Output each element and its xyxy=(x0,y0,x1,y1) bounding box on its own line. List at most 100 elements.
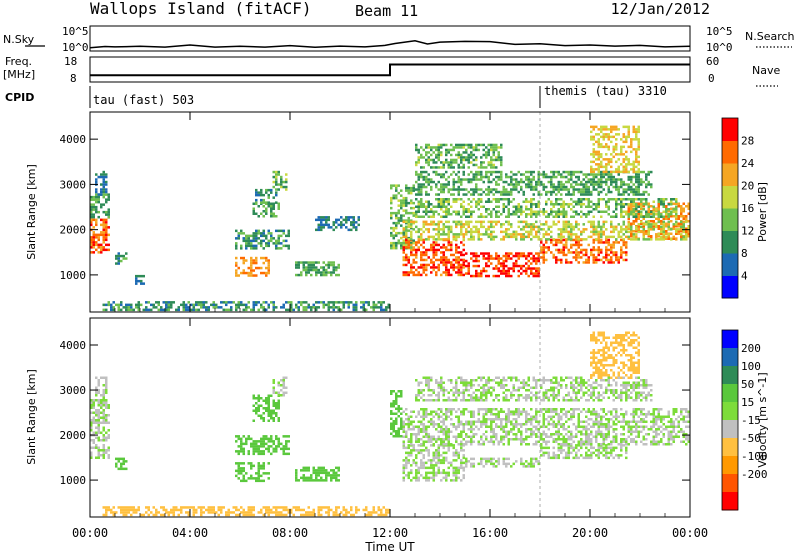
heatmap-cell xyxy=(332,469,335,472)
heatmap-cell xyxy=(260,479,263,483)
heatmap-cell xyxy=(540,256,543,259)
heatmap-cell xyxy=(390,199,393,202)
heatmap-cell xyxy=(377,508,380,512)
heatmap-cell xyxy=(407,420,410,423)
heatmap-cell xyxy=(262,399,265,402)
heatmap-cell xyxy=(280,180,283,184)
heatmap-cell xyxy=(267,440,270,443)
heatmap-cell xyxy=(555,188,558,191)
heatmap-cell xyxy=(432,410,435,413)
heatmap-cell xyxy=(587,190,590,194)
heatmap-cell xyxy=(522,190,525,194)
heatmap-cell xyxy=(410,479,413,482)
heatmap-cell xyxy=(90,404,93,407)
heatmap-cell xyxy=(235,474,238,478)
heatmap-cell xyxy=(310,479,313,482)
heatmap-cell xyxy=(275,244,278,248)
heatmap-cell xyxy=(520,252,523,255)
heatmap-cell xyxy=(620,185,623,189)
heatmap-cell xyxy=(310,273,313,277)
heatmap-cell xyxy=(472,175,475,179)
heatmap-cell xyxy=(660,220,663,223)
heatmap-cell xyxy=(407,474,410,477)
heatmap-cell xyxy=(467,166,470,169)
heatmap-cell xyxy=(410,226,413,230)
heatmap-cell xyxy=(110,511,113,514)
heatmap-cell xyxy=(537,269,540,273)
heatmap-cell xyxy=(245,259,248,262)
heatmap-cell xyxy=(267,303,270,307)
heatmap-cell xyxy=(395,211,398,215)
heatmap-cell xyxy=(372,511,375,514)
heatmap-cell xyxy=(580,256,583,259)
heatmap-cell xyxy=(212,511,215,514)
heatmap-cell xyxy=(580,248,583,252)
heatmap-cell xyxy=(425,474,428,477)
heatmap-cell xyxy=(425,180,428,184)
heatmap-cell xyxy=(645,210,648,213)
heatmap-cell xyxy=(565,258,568,262)
heatmap-cell xyxy=(327,471,330,475)
heatmap-cell xyxy=(487,151,490,154)
heatmap-cell xyxy=(620,446,623,450)
heatmap-cell xyxy=(462,454,465,457)
heatmap-cell xyxy=(597,190,600,194)
heatmap-cell xyxy=(130,306,133,309)
heatmap-cell xyxy=(540,251,543,254)
heatmap-cell xyxy=(125,460,128,463)
heatmap-cell xyxy=(477,230,480,234)
heatmap-cell xyxy=(610,190,613,194)
heatmap-cell xyxy=(487,180,490,184)
heatmap-cell xyxy=(590,223,593,226)
heatmap-cell xyxy=(502,180,505,184)
heatmap-cell xyxy=(575,213,578,216)
heatmap-cell xyxy=(445,153,448,157)
heatmap-cell xyxy=(352,306,355,309)
heatmap-cell xyxy=(565,456,568,460)
heatmap-cell xyxy=(470,462,473,466)
heatmap-cell xyxy=(257,308,260,312)
heatmap-cell xyxy=(482,220,485,224)
heatmap-cell xyxy=(467,238,470,241)
heatmap-cell xyxy=(165,303,168,307)
heatmap-cell xyxy=(640,210,643,213)
heatmap-cell xyxy=(437,156,440,159)
heatmap-cell xyxy=(425,449,428,452)
heatmap-cell xyxy=(392,229,395,232)
heatmap-cell xyxy=(405,271,408,274)
heatmap-cell xyxy=(595,205,598,208)
heatmap-cell xyxy=(567,248,570,252)
heatmap-cell xyxy=(102,226,105,229)
heatmap-cell xyxy=(327,266,330,269)
heatmap-cell xyxy=(462,158,465,162)
heatmap-cell xyxy=(532,457,535,461)
heatmap-cell xyxy=(590,225,593,229)
heatmap-cell xyxy=(420,423,423,426)
heatmap-cell xyxy=(417,428,420,431)
heatmap-cell xyxy=(467,220,470,224)
heatmap-cell xyxy=(92,406,95,409)
heatmap-cell xyxy=(497,215,500,218)
heatmap-cell xyxy=(470,457,473,461)
heatmap-cell xyxy=(270,440,273,443)
heatmap-cell xyxy=(277,229,280,233)
heatmap-cell xyxy=(395,231,398,235)
heatmap-cell xyxy=(550,185,553,189)
heatmap-cell xyxy=(600,210,603,213)
heatmap-cell xyxy=(412,258,415,262)
heatmap-cell xyxy=(422,418,425,421)
heatmap-cell xyxy=(405,474,408,477)
heatmap-cell xyxy=(470,193,473,196)
heatmap-cell xyxy=(390,392,393,395)
heatmap-cell xyxy=(252,207,255,210)
heatmap-cell xyxy=(540,193,543,196)
heatmap-cell xyxy=(535,252,538,255)
heatmap-cell xyxy=(445,233,448,236)
heatmap-cell xyxy=(420,273,423,277)
heatmap-cell xyxy=(560,258,563,262)
heatmap-cell xyxy=(450,266,453,269)
heatmap-cell xyxy=(600,180,603,184)
heatmap-cell xyxy=(415,230,418,234)
heatmap-cell xyxy=(217,306,220,309)
heatmap-cell xyxy=(607,133,610,136)
